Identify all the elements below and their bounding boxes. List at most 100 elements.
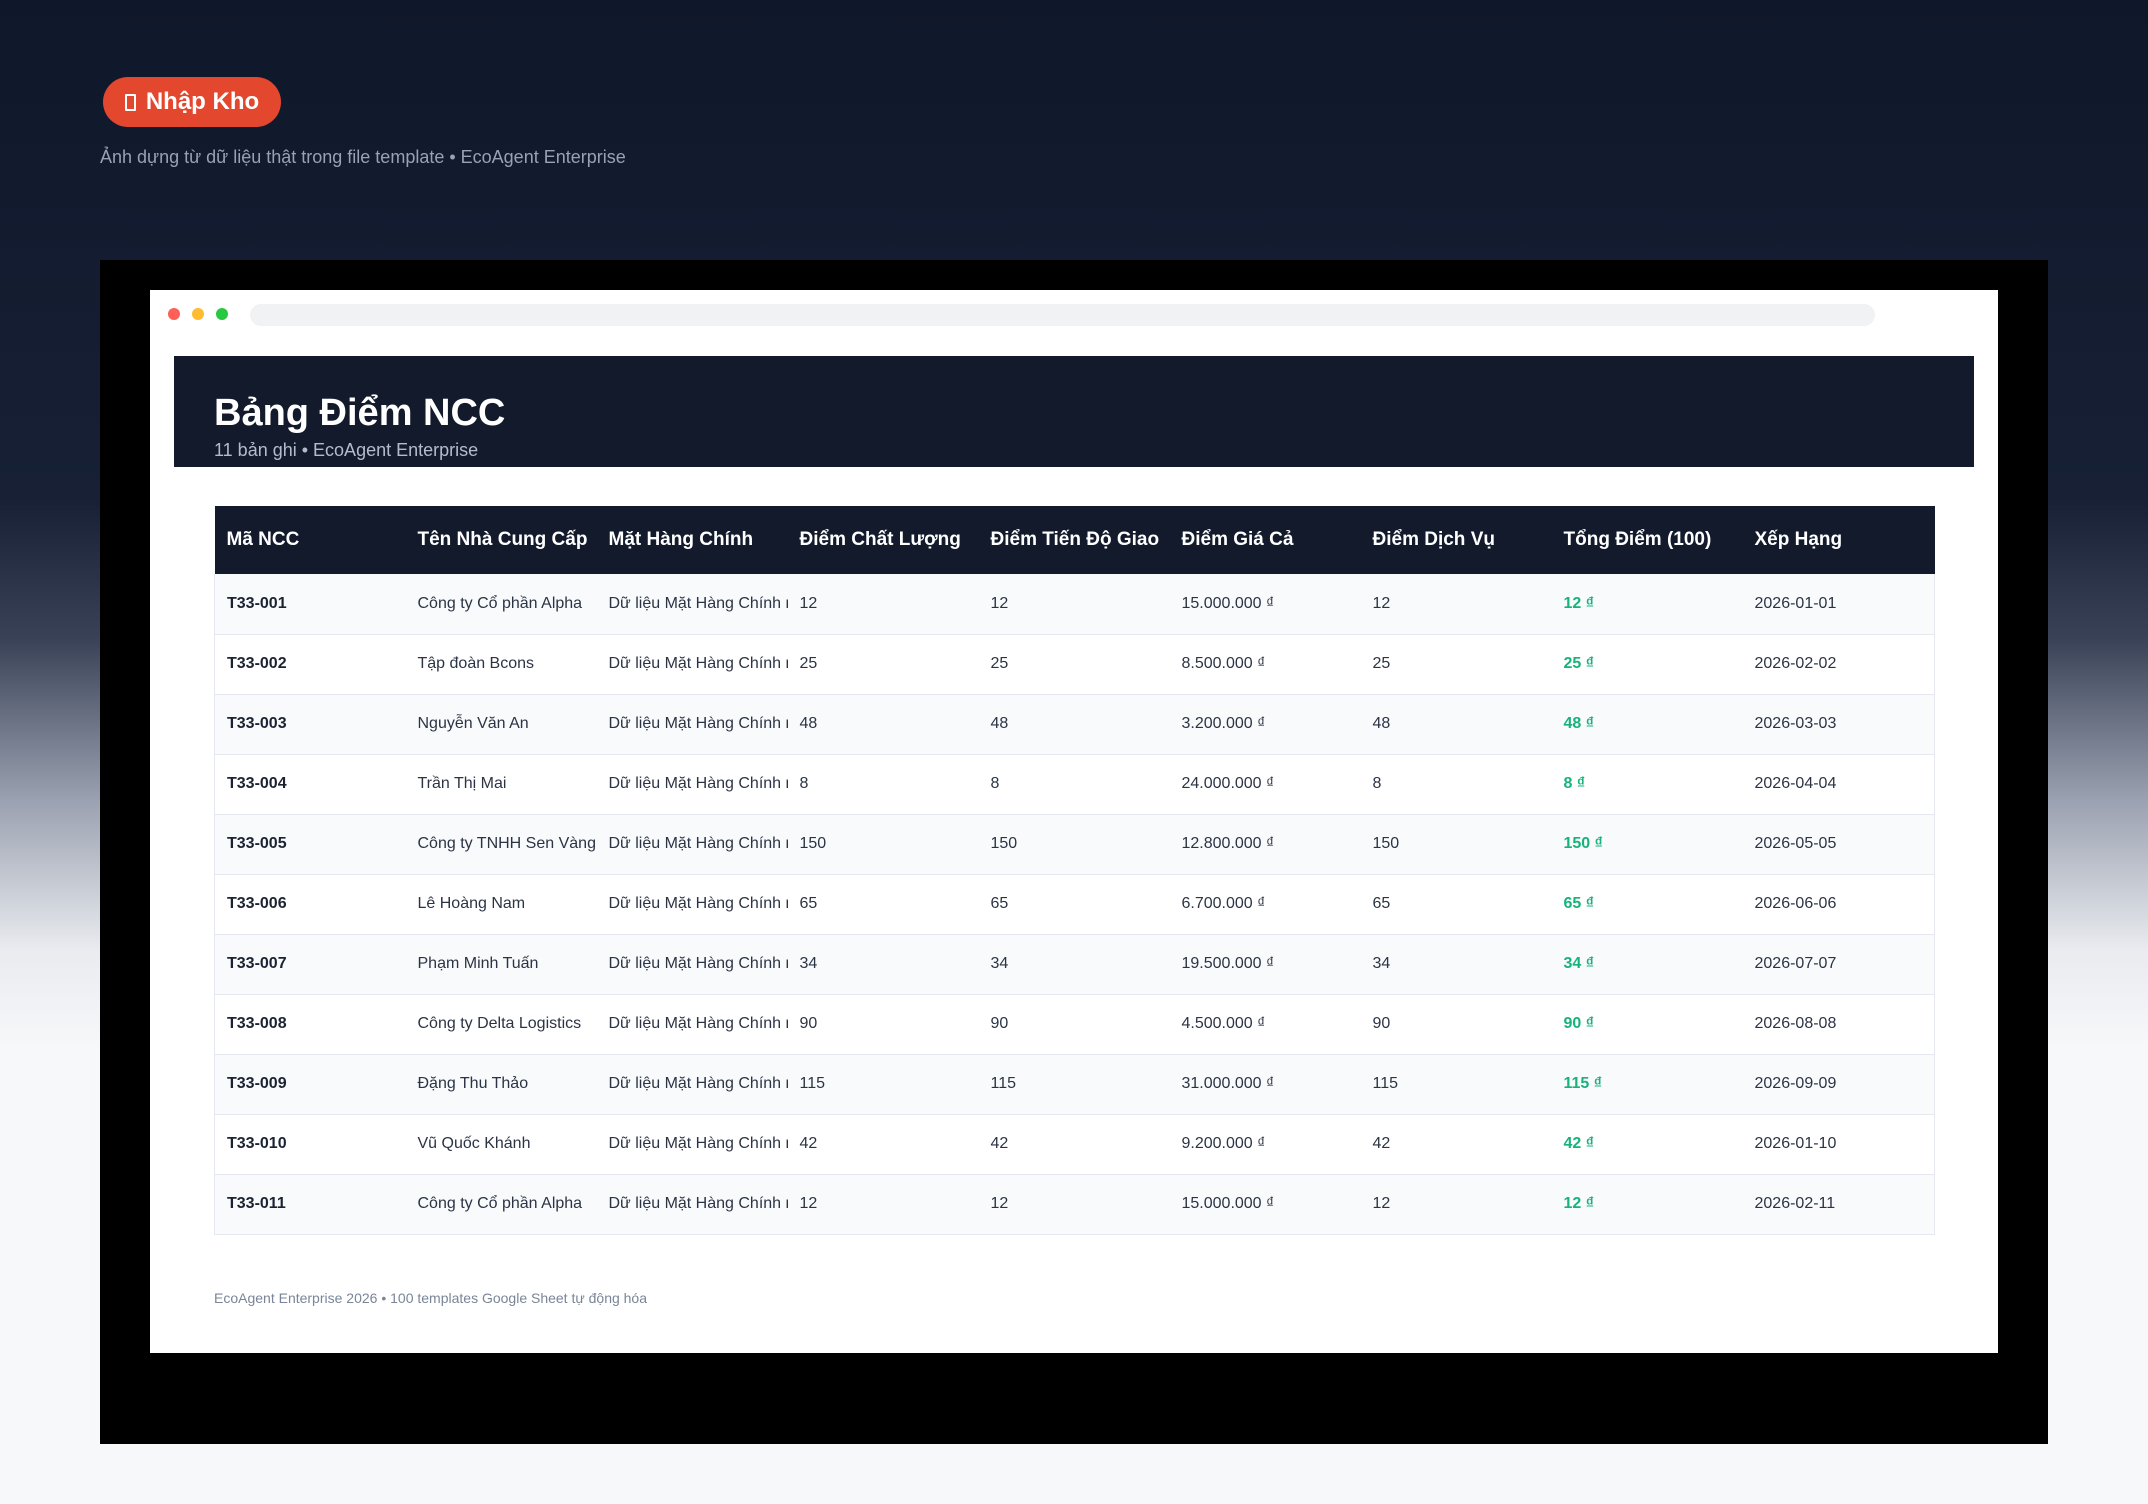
table-cell[interactable]: 12 — [788, 1174, 979, 1234]
table-cell[interactable]: 42 — [979, 1114, 1170, 1174]
table-cell[interactable]: 25 ₫ — [1552, 634, 1743, 694]
table-cell[interactable]: 2026-07-07 — [1743, 934, 1935, 994]
table-cell[interactable]: 12 — [979, 574, 1170, 634]
table-cell[interactable]: 90 — [1361, 994, 1552, 1054]
table-cell[interactable]: 115 — [1361, 1054, 1552, 1114]
table-cell[interactable]: 48 — [788, 694, 979, 754]
minimize-window-dot[interactable] — [192, 308, 204, 320]
column-header[interactable]: Điểm Tiến Độ Giao — [979, 506, 1170, 574]
table-cell[interactable]: Dữ liệu Mặt Hàng Chính m — [597, 1054, 788, 1114]
table-cell[interactable]: Dữ liệu Mặt Hàng Chính m — [597, 934, 788, 994]
column-header[interactable]: Tên Nhà Cung Cấp — [406, 506, 597, 574]
table-cell[interactable]: Đặng Thu Thảo — [406, 1054, 597, 1114]
table-cell[interactable]: 65 — [788, 874, 979, 934]
module-badge[interactable]: Nhập Kho — [103, 77, 281, 127]
table-cell[interactable]: 25 — [979, 634, 1170, 694]
table-cell[interactable]: T33-008 — [215, 994, 406, 1054]
table-cell[interactable]: 42 ₫ — [1552, 1114, 1743, 1174]
table-cell[interactable]: 8 — [788, 754, 979, 814]
table-cell[interactable]: Công ty TNHH Sen Vàng — [406, 814, 597, 874]
table-cell[interactable]: 2026-09-09 — [1743, 1054, 1935, 1114]
table-cell[interactable]: 34 — [788, 934, 979, 994]
table-cell[interactable]: 12 — [1361, 1174, 1552, 1234]
column-header[interactable]: Mã NCC — [215, 506, 406, 574]
column-header[interactable]: Điểm Dịch Vụ — [1361, 506, 1552, 574]
table-row[interactable]: T33-005 Công ty TNHH Sen Vàng Dữ liệu Mặt … — [215, 814, 1935, 874]
table-row[interactable]: T33-003 Nguyễn Văn An Dữ liệu Mặt Hàng Chí… — [215, 694, 1935, 754]
table-cell[interactable]: 6.700.000 ₫ — [1170, 874, 1361, 934]
table-cell[interactable]: 150 — [979, 814, 1170, 874]
table-cell[interactable]: T33-004 — [215, 754, 406, 814]
table-cell[interactable]: 2026-01-01 — [1743, 574, 1935, 634]
table-cell[interactable]: Phạm Minh Tuấn — [406, 934, 597, 994]
column-header[interactable]: Tổng Điểm (100) — [1552, 506, 1743, 574]
table-cell[interactable]: 12 — [788, 574, 979, 634]
table-row[interactable]: T33-009 Đặng Thu Thảo Dữ liệu Mặt Hàng Chí… — [215, 1054, 1935, 1114]
table-cell[interactable]: 48 — [1361, 694, 1552, 754]
table-cell[interactable]: Dữ liệu Mặt Hàng Chính m — [597, 1174, 788, 1234]
table-cell[interactable]: Dữ liệu Mặt Hàng Chính m — [597, 634, 788, 694]
table-cell[interactable]: Công ty Cổ phần Alpha — [406, 574, 597, 634]
table-cell[interactable]: 34 ₫ — [1552, 934, 1743, 994]
table-cell[interactable]: Lê Hoàng Nam — [406, 874, 597, 934]
table-cell[interactable]: 31.000.000 ₫ — [1170, 1054, 1361, 1114]
table-cell[interactable]: 115 — [788, 1054, 979, 1114]
table-cell[interactable]: 25 — [788, 634, 979, 694]
table-cell[interactable]: 65 ₫ — [1552, 874, 1743, 934]
table-cell[interactable]: 2026-02-11 — [1743, 1174, 1935, 1234]
table-cell[interactable]: 12 ₫ — [1552, 1174, 1743, 1234]
table-cell[interactable]: Dữ liệu Mặt Hàng Chính m — [597, 1114, 788, 1174]
table-cell[interactable]: 34 — [979, 934, 1170, 994]
table-cell[interactable]: T33-002 — [215, 634, 406, 694]
table-cell[interactable]: Vũ Quốc Khánh — [406, 1114, 597, 1174]
table-cell[interactable]: 19.500.000 ₫ — [1170, 934, 1361, 994]
table-cell[interactable]: 150 ₫ — [1552, 814, 1743, 874]
table-cell[interactable]: 15.000.000 ₫ — [1170, 574, 1361, 634]
table-cell[interactable]: 150 — [1361, 814, 1552, 874]
table-cell[interactable]: 8.500.000 ₫ — [1170, 634, 1361, 694]
table-cell[interactable]: 12.800.000 ₫ — [1170, 814, 1361, 874]
table-cell[interactable]: 12 — [979, 1174, 1170, 1234]
table-cell[interactable]: 8 ₫ — [1552, 754, 1743, 814]
table-cell[interactable]: 12 ₫ — [1552, 574, 1743, 634]
table-row[interactable]: T33-004 Trần Thị Mai Dữ liệu Mặt Hàng Chín… — [215, 754, 1935, 814]
column-header[interactable]: Điểm Giá Cả — [1170, 506, 1361, 574]
table-cell[interactable]: 2026-06-06 — [1743, 874, 1935, 934]
table-cell[interactable]: 2026-01-10 — [1743, 1114, 1935, 1174]
table-row[interactable]: T33-007 Phạm Minh Tuấn Dữ liệu Mặt Hàng Ch… — [215, 934, 1935, 994]
table-cell[interactable]: 90 — [788, 994, 979, 1054]
address-bar[interactable] — [250, 304, 1875, 326]
table-cell[interactable]: 4.500.000 ₫ — [1170, 994, 1361, 1054]
table-cell[interactable]: 115 — [979, 1054, 1170, 1114]
table-cell[interactable]: 115 ₫ — [1552, 1054, 1743, 1114]
table-cell[interactable]: Dữ liệu Mặt Hàng Chính m — [597, 874, 788, 934]
table-cell[interactable]: Trần Thị Mai — [406, 754, 597, 814]
table-cell[interactable]: Nguyễn Văn An — [406, 694, 597, 754]
table-cell[interactable]: Dữ liệu Mặt Hàng Chính m — [597, 754, 788, 814]
table-row[interactable]: T33-001 Công ty Cổ phần Alpha Dữ liệu Mặt … — [215, 574, 1935, 634]
table-cell[interactable]: 150 — [788, 814, 979, 874]
table-cell[interactable]: T33-005 — [215, 814, 406, 874]
table-cell[interactable]: Dữ liệu Mặt Hàng Chính m — [597, 994, 788, 1054]
table-cell[interactable]: 65 — [1361, 874, 1552, 934]
table-cell[interactable]: T33-011 — [215, 1174, 406, 1234]
table-cell[interactable]: 2026-03-03 — [1743, 694, 1935, 754]
table-row[interactable]: T33-010 Vũ Quốc Khánh Dữ liệu Mặt Hàng Chí… — [215, 1114, 1935, 1174]
table-cell[interactable]: Dữ liệu Mặt Hàng Chính m — [597, 814, 788, 874]
table-cell[interactable]: 24.000.000 ₫ — [1170, 754, 1361, 814]
table-cell[interactable]: 2026-04-04 — [1743, 754, 1935, 814]
table-cell[interactable]: T33-009 — [215, 1054, 406, 1114]
table-cell[interactable]: Công ty Cổ phần Alpha — [406, 1174, 597, 1234]
table-cell[interactable]: Dữ liệu Mặt Hàng Chính m — [597, 574, 788, 634]
table-cell[interactable]: 42 — [788, 1114, 979, 1174]
table-cell[interactable]: Công ty Delta Logistics — [406, 994, 597, 1054]
table-cell[interactable]: T33-007 — [215, 934, 406, 994]
table-cell[interactable]: 90 ₫ — [1552, 994, 1743, 1054]
table-cell[interactable]: 48 ₫ — [1552, 694, 1743, 754]
table-cell[interactable]: 42 — [1361, 1114, 1552, 1174]
table-cell[interactable]: 25 — [1361, 634, 1552, 694]
table-row[interactable]: T33-011 Công ty Cổ phần Alpha Dữ liệu Mặt … — [215, 1174, 1935, 1234]
table-cell[interactable]: Tập đoàn Bcons — [406, 634, 597, 694]
table-cell[interactable]: 2026-08-08 — [1743, 994, 1935, 1054]
table-cell[interactable]: T33-001 — [215, 574, 406, 634]
